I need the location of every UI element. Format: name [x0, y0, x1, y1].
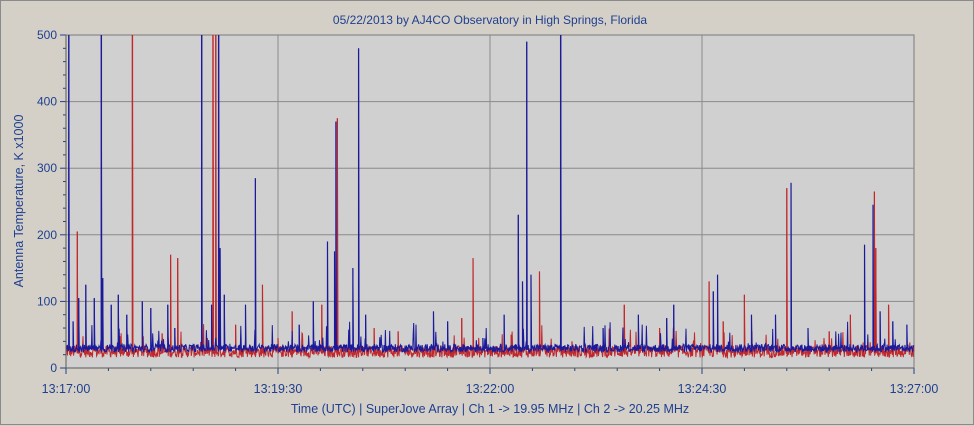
x-tick-label: 13:22:00 [466, 382, 515, 396]
x-tick-label: 13:24:30 [678, 382, 727, 396]
y-tick-label: 100 [37, 294, 57, 308]
chart-title: 05/22/2013 by AJ4CO Observatory in High … [333, 13, 647, 27]
x-axis-label: Time (UTC) | SuperJove Array | Ch 1 -> 1… [291, 402, 689, 416]
y-tick-label: 400 [37, 95, 57, 109]
y-axis-label: Antenna Temperature, K x1000 [12, 115, 26, 288]
x-tick-label: 13:17:00 [42, 382, 91, 396]
y-tick-label: 500 [37, 28, 57, 42]
x-tick-label: 13:27:00 [890, 382, 939, 396]
x-tick-label: 13:19:30 [254, 382, 303, 396]
series-line [65, 34, 915, 360]
grid-lines [66, 35, 914, 368]
y-tick-label: 300 [37, 161, 57, 175]
series-layer [65, 34, 915, 360]
y-tick-label: 200 [37, 228, 57, 242]
y-tick-label: 0 [50, 361, 57, 375]
axes: 0 100 200 300 400 500 13:17:00 13:19:30 13:22:00… [37, 28, 938, 396]
